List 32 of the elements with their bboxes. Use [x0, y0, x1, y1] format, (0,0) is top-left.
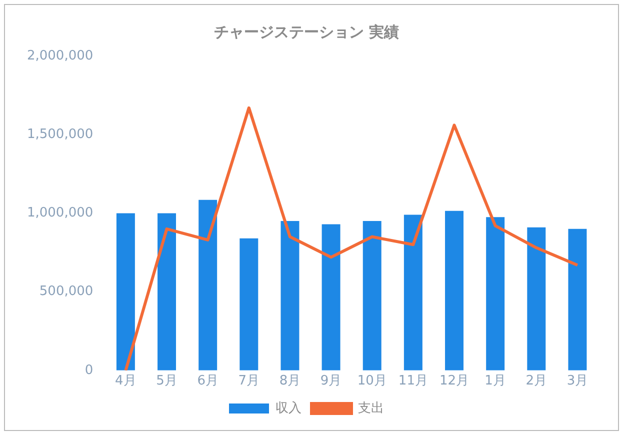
x-tick-label: 10月: [357, 374, 387, 389]
x-tick-label: 5月: [156, 374, 178, 389]
bar: [486, 217, 505, 370]
bar: [362, 221, 382, 370]
x-tick-label: 6月: [197, 374, 218, 389]
bar: [158, 213, 176, 370]
y-tick-label: 2,000,000: [26, 48, 94, 64]
bar: [116, 213, 135, 370]
legend-label: 収入: [276, 400, 302, 416]
legend-label: 支出: [358, 400, 384, 416]
x-tick-label: 8月: [279, 374, 301, 389]
chart-title: チャージステーション 実績: [214, 22, 400, 41]
x-tick-label: 11月: [398, 374, 428, 389]
x-tick-label: 2月: [526, 374, 548, 389]
bar: [322, 224, 340, 370]
x-tick-label: 12月: [439, 374, 470, 389]
bar: [527, 227, 546, 370]
y-tick-label: 1,500,000: [26, 126, 94, 142]
bar: [568, 228, 587, 370]
y-tick-label: 1,000,000: [26, 206, 94, 221]
y-tick-label: 500,000: [39, 284, 94, 300]
x-tick-label: 1月: [484, 374, 506, 389]
bar: [445, 210, 464, 370]
x-tick-label: 7月: [238, 374, 260, 389]
bar: [280, 221, 300, 370]
x-tick-label: 3月: [566, 374, 588, 389]
bar: [240, 238, 258, 370]
x-tick-label: 9月: [320, 374, 342, 389]
bar: [198, 200, 218, 370]
y-tick-label: 0: [84, 362, 94, 378]
x-tick-label: 4月: [115, 374, 136, 389]
bar: [404, 214, 422, 370]
